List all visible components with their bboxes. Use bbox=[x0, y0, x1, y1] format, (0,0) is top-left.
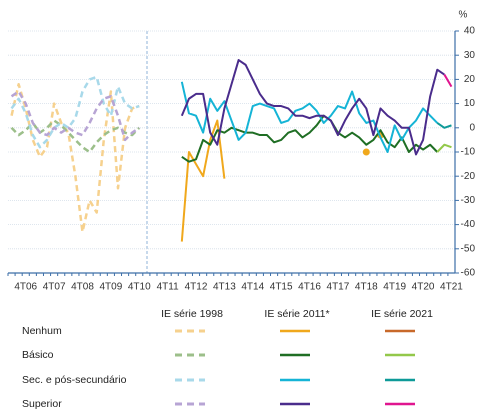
series-line bbox=[10, 90, 140, 142]
y-tick-label: -40 bbox=[461, 219, 476, 230]
y-tick-label: -50 bbox=[461, 243, 476, 254]
series-line bbox=[180, 81, 438, 153]
y-tick-label: 10 bbox=[464, 98, 476, 109]
x-tick-label: 4T09 bbox=[99, 282, 122, 293]
series-line bbox=[181, 114, 438, 163]
legend-row-label: Sec. e pós-secundário bbox=[22, 374, 127, 386]
y-tick-label: 20 bbox=[464, 74, 476, 85]
series-line bbox=[10, 119, 141, 154]
y-tick-label: -10 bbox=[461, 147, 476, 158]
y-tick-label: 40 bbox=[464, 26, 476, 37]
x-tick-label: 4T15 bbox=[270, 282, 293, 293]
series-line bbox=[443, 74, 453, 88]
legend-row-label: Superior bbox=[22, 398, 62, 410]
x-tick-label: 4T10 bbox=[128, 282, 151, 293]
legend-column-header: IE série 2021 bbox=[371, 308, 433, 320]
x-tick-label: 4T13 bbox=[213, 282, 236, 293]
legend-row-label: Nenhum bbox=[22, 325, 62, 337]
y-tick-label: 30 bbox=[464, 50, 476, 61]
x-tick-label: 4T11 bbox=[157, 282, 179, 293]
x-tick-label: 4T19 bbox=[383, 282, 406, 293]
x-tick-label: 4T16 bbox=[298, 282, 321, 293]
legend-column-header: IE série 1998 bbox=[161, 308, 223, 320]
y-axis-label: % bbox=[459, 10, 468, 21]
series-line bbox=[436, 143, 452, 153]
legend-column-header: IE série 2011* bbox=[264, 308, 329, 320]
legend-row-label: Básico bbox=[22, 349, 54, 361]
y-tick-label: -20 bbox=[461, 171, 476, 182]
series-line bbox=[10, 82, 140, 234]
y-tick-label: 0 bbox=[469, 122, 475, 133]
series-line bbox=[10, 75, 140, 149]
x-tick-label: 4T18 bbox=[355, 282, 378, 293]
x-tick-label: 4T06 bbox=[14, 282, 37, 293]
point bbox=[362, 148, 370, 156]
x-tick-label: 4T08 bbox=[71, 282, 94, 293]
series-line bbox=[436, 122, 452, 129]
x-tick-label: 4T20 bbox=[412, 282, 435, 293]
x-tick-label: 4T14 bbox=[241, 282, 264, 293]
x-tick-label: 4T17 bbox=[327, 282, 350, 293]
x-tick-label: 4T07 bbox=[43, 282, 66, 293]
y-tick-label: -30 bbox=[461, 195, 476, 206]
series-line bbox=[180, 59, 445, 156]
y-tick-label: -60 bbox=[461, 268, 476, 279]
x-tick-label: 4T21 bbox=[440, 282, 463, 293]
x-tick-label: 4T12 bbox=[185, 282, 208, 293]
